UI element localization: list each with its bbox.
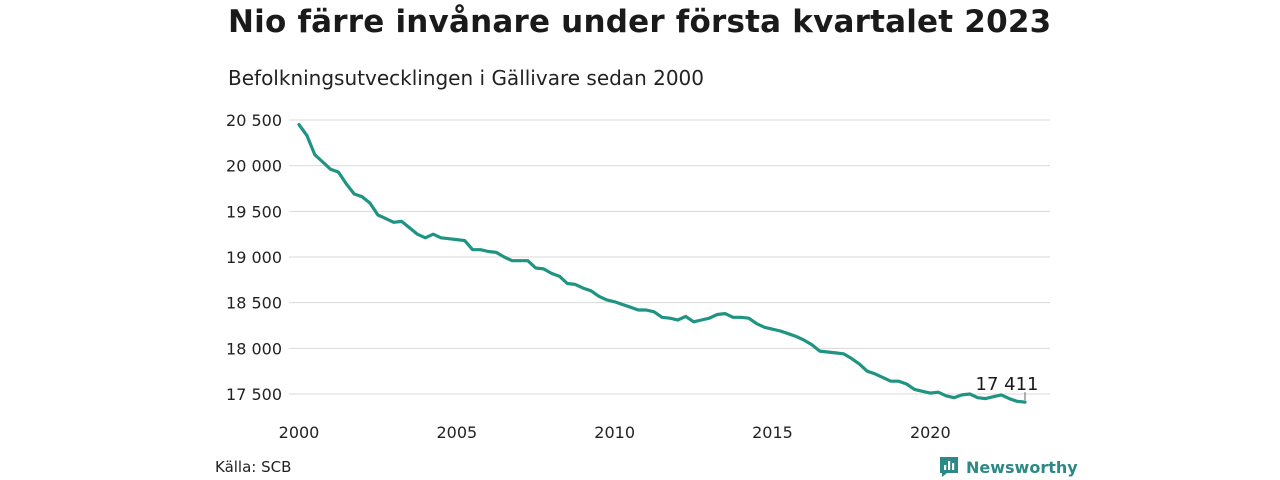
x-tick-label: 2000 xyxy=(279,423,320,442)
y-axis: 17 500 18 000 18 500 19 000 19 500 20 000 20 5… xyxy=(226,111,282,404)
source-label: Källa: SCB xyxy=(215,458,292,476)
annotation-group: 17 411 xyxy=(974,373,1040,401)
y-tick-label: 18 500 xyxy=(226,294,282,313)
chart-title: Nio färre invånare under första kvartale… xyxy=(228,4,1052,40)
chart-subtitle: Befolkningsutvecklingen i Gällivare seda… xyxy=(228,66,705,90)
x-tick-label: 2010 xyxy=(594,423,635,442)
bar-chart-speech-bubble-icon xyxy=(940,457,958,477)
y-tick-label: 20 000 xyxy=(226,157,282,176)
series-group xyxy=(297,122,1027,404)
x-tick-label: 2020 xyxy=(910,423,951,442)
y-tick-label: 19 000 xyxy=(226,248,282,267)
annotation-label: 17 411 xyxy=(976,374,1039,395)
y-tick-label: 18 000 xyxy=(226,339,282,358)
brand-name: Newsworthy xyxy=(966,457,1078,477)
brand-logo[interactable]: Newsworthy xyxy=(938,455,1078,479)
y-tick-label: 19 500 xyxy=(226,202,282,221)
x-axis: 2000 2005 2010 2015 2020 xyxy=(279,423,951,442)
x-tick-label: 2015 xyxy=(752,423,793,442)
y-tick-label: 20 500 xyxy=(226,111,282,130)
series-line xyxy=(297,122,1027,404)
x-tick-label: 2005 xyxy=(436,423,477,442)
grid-lines xyxy=(289,119,1050,395)
y-tick-label: 17 500 xyxy=(226,385,282,404)
